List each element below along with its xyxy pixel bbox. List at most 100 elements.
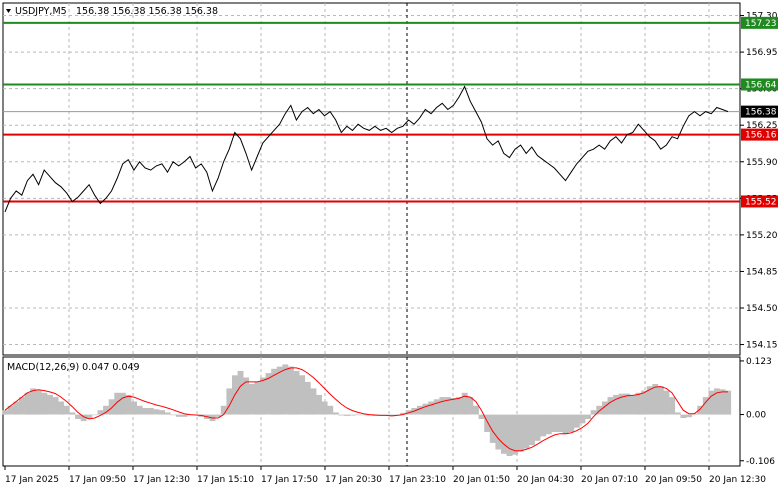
macd-histogram-bar (680, 414, 687, 419)
macd-histogram-bar (719, 389, 726, 415)
macd-histogram-bar (310, 388, 317, 415)
macd-histogram-bar (529, 414, 535, 446)
level-tag-bg (741, 195, 778, 208)
macd-histogram-bar (697, 405, 704, 415)
level-tag-label: 157.23 (745, 19, 777, 29)
macd-histogram-bar (568, 414, 575, 432)
macd-histogram-bar (489, 414, 496, 443)
macd-histogram-bar (254, 381, 261, 415)
macd-histogram-bar (276, 366, 283, 415)
macd-histogram-bar (540, 414, 547, 437)
dropdown-triangle-icon[interactable] (6, 9, 11, 13)
macd-histogram-bar (349, 414, 356, 416)
macd-histogram-bar (175, 414, 182, 417)
macd-histogram-bar (265, 373, 272, 415)
macd-tick-label: -0.106 (746, 457, 775, 467)
time-tick-label: 17 Jan 09:50 (69, 475, 126, 485)
macd-histogram-bar (551, 414, 558, 432)
macd-histogram-bar (495, 414, 502, 450)
price-tick-label: 154.15 (746, 341, 778, 351)
macd-histogram-bar (473, 405, 479, 415)
macd-histogram-bar (506, 414, 513, 456)
macd-histogram-bar (75, 414, 81, 419)
macd-histogram-bar (2, 410, 9, 415)
time-tick-label: 20 Jan 04:30 (517, 475, 574, 485)
macd-histogram-bar (215, 414, 222, 417)
level-tag-156.16: 156.16 (741, 128, 778, 141)
macd-histogram-bar (24, 392, 31, 415)
macd-histogram-bar (80, 414, 87, 422)
macd-histogram-bar (355, 414, 362, 416)
macd-axis: 0.123 0.00 -0.106 (740, 357, 775, 467)
macd-histogram-bar (714, 388, 720, 415)
level-tag-label: 156.64 (745, 80, 777, 90)
macd-histogram-bar (702, 397, 709, 415)
macd-histogram (2, 364, 732, 456)
macd-histogram-bar (30, 388, 37, 415)
macd-histogram-bar (646, 386, 653, 415)
macd-tick-label: 0.123 (746, 357, 772, 367)
macd-histogram-bar (19, 397, 25, 415)
macd-histogram-bar (663, 390, 670, 415)
macd-histogram-bar (657, 386, 664, 415)
macd-histogram-bar (299, 375, 306, 415)
ohlc-values: 156.38 156.38 156.38 156.38 (76, 6, 218, 17)
macd-histogram-bar (282, 364, 289, 415)
price-tick-label: 155.20 (746, 231, 778, 241)
macd-histogram-bar (461, 392, 468, 415)
macd-histogram-bar (641, 390, 647, 415)
macd-histogram-bar (601, 401, 608, 415)
macd-histogram-bar (119, 392, 126, 415)
macd-histogram-bar (271, 368, 278, 415)
macd-histogram-bar (47, 394, 53, 415)
macd-histogram-bar (400, 412, 406, 415)
macd-histogram-bar (523, 414, 530, 449)
level-tag-bg (741, 16, 778, 29)
macd-histogram-bar (131, 401, 137, 415)
macd-histogram-bar (445, 397, 451, 415)
price-pane-frame (2, 2, 741, 356)
macd-tick-label: 0.00 (746, 411, 766, 421)
macd-histogram-bar (63, 405, 70, 415)
macd-histogram-bar (226, 388, 233, 415)
macd-histogram-bar (220, 405, 227, 415)
macd-histogram-bar (573, 414, 580, 428)
time-tick-label: 17 Jan 15:10 (197, 475, 254, 485)
macd-histogram-bar (596, 405, 603, 415)
macd-histogram-bar (164, 412, 171, 415)
macd-histogram-bar (360, 414, 367, 416)
macd-signal-line (4, 367, 728, 452)
macd-histogram-bar (170, 414, 177, 416)
price-tick-label: 155.90 (746, 158, 778, 168)
macd-histogram-bar (618, 393, 625, 415)
macd-histogram-bar (86, 414, 93, 419)
macd-histogram-bar (613, 394, 619, 415)
current-price-tag: 156.38 (741, 105, 778, 118)
macd-histogram-bar (579, 414, 586, 424)
macd-histogram-bar (142, 408, 149, 415)
chart-header: USDJPY,M5 156.38 156.38 156.38 156.38 (6, 6, 218, 17)
macd-histogram-bar (557, 414, 563, 432)
macd-histogram-bar (725, 390, 732, 415)
macd-histogram-bar (484, 414, 491, 432)
time-tick-label: 20 Jan 01:50 (453, 475, 510, 485)
macd-histogram-bar (13, 401, 20, 415)
macd-histogram-bar (52, 397, 59, 415)
macd-histogram-bar (607, 397, 614, 415)
macd-histogram-bar (686, 414, 692, 418)
level-tag-bg (741, 128, 778, 141)
macd-histogram-bar (635, 392, 642, 415)
time-tick-label: 17 Jan 2025 (5, 475, 59, 485)
macd-histogram-bar (590, 410, 597, 415)
level-tag-157.23: 157.23 (741, 16, 778, 29)
macd-histogram-bar (159, 410, 165, 415)
macd-histogram-bar (338, 414, 345, 416)
macd-histogram-bar (545, 414, 552, 435)
macd-histogram-bar (69, 412, 76, 415)
macd-histogram-bar (293, 371, 300, 415)
macd-histogram-bar (669, 397, 676, 415)
macd-histogram-bar (91, 414, 98, 416)
macd-histogram-bar (585, 414, 591, 419)
